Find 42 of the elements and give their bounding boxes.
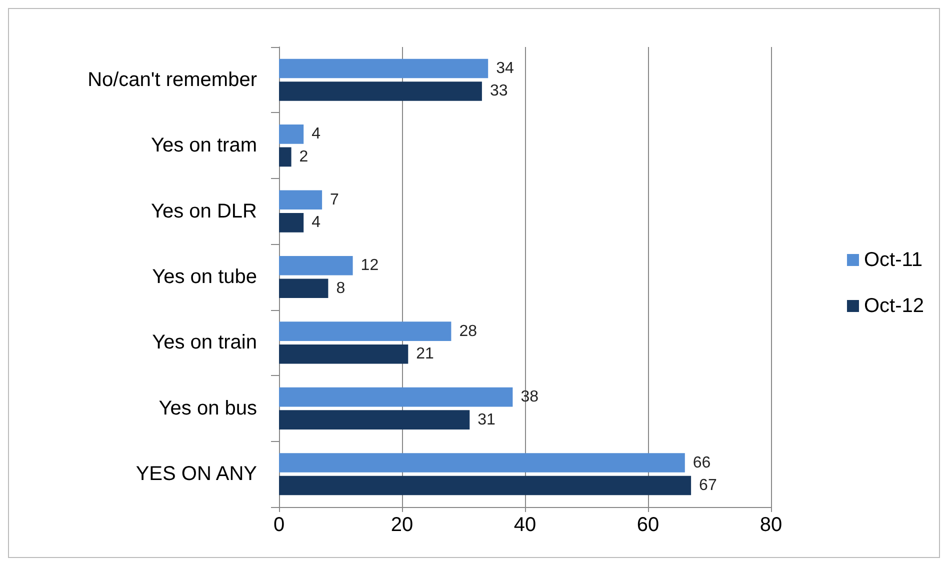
bar — [279, 322, 452, 341]
bar — [279, 124, 304, 144]
bar — [279, 58, 488, 78]
data-label: 34 — [496, 60, 514, 77]
data-label: 28 — [459, 322, 478, 340]
x-tick-label: 20 — [390, 514, 414, 536]
bar — [279, 453, 685, 472]
data-label: 38 — [520, 388, 539, 406]
x-tick-label: 40 — [514, 514, 536, 536]
legend-label: Oct-12 — [864, 295, 924, 317]
x-tick-label: 0 — [273, 514, 285, 536]
data-label: 7 — [330, 191, 340, 208]
bar — [279, 410, 470, 430]
data-label: 66 — [692, 454, 711, 472]
y-tick-label: Yes on DLR — [151, 200, 257, 222]
data-label: 4 — [312, 214, 321, 232]
bar — [279, 278, 328, 298]
y-tick-label: Yes on tube — [152, 266, 257, 288]
data-label: 21 — [416, 346, 434, 363]
legend-label: Oct-11 — [864, 249, 923, 271]
data-label: 4 — [312, 126, 321, 143]
data-label: 67 — [699, 477, 717, 494]
bar — [279, 476, 692, 496]
y-tick-label: YES ON ANY — [136, 463, 257, 486]
data-label: 2 — [299, 148, 308, 166]
bar — [279, 190, 322, 210]
bar — [279, 387, 513, 407]
data-label: 8 — [336, 280, 346, 297]
x-tick-label: 80 — [760, 514, 782, 536]
y-tick-label: Yes on tram — [151, 134, 257, 157]
bar — [279, 256, 353, 276]
bar — [279, 147, 292, 167]
bar — [279, 213, 304, 232]
y-tick-label: Yes on bus — [158, 397, 257, 420]
bar — [279, 82, 482, 101]
data-label: 12 — [360, 257, 379, 274]
x-tick-label: 60 — [636, 514, 660, 536]
data-label: 31 — [478, 411, 496, 428]
y-tick-label: Yes on train — [152, 332, 257, 354]
y-tick-label: No/can't remember — [88, 68, 258, 91]
data-label: 33 — [490, 82, 508, 100]
bar — [279, 344, 408, 364]
